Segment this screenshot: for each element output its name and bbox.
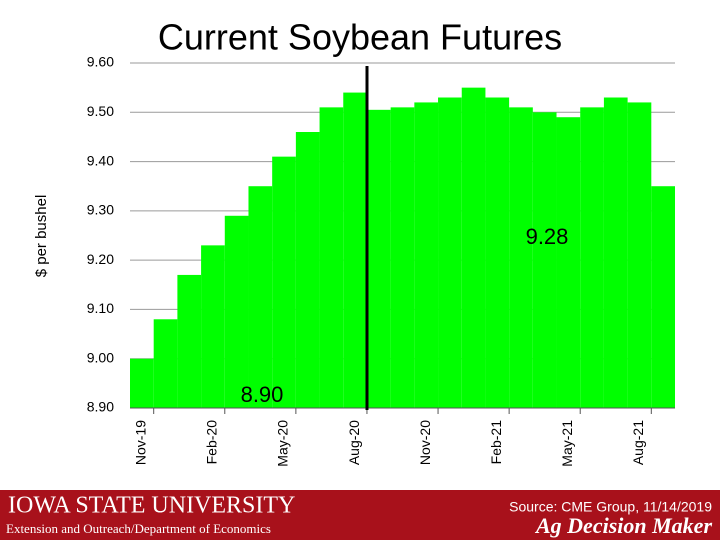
department: Extension and Outreach/Department of Eco… (6, 521, 271, 536)
bar (461, 87, 486, 409)
brand: Ag Decision Maker (534, 513, 712, 538)
annotation: 9.28 (526, 224, 569, 249)
source: Source: CME Group, 11/14/2019 (509, 499, 712, 515)
bar (438, 97, 462, 408)
bar (485, 97, 510, 408)
bar (343, 92, 367, 409)
x-tick-label: Nov-19 (133, 420, 149, 465)
bar (532, 112, 557, 409)
y-tick-label: 9.50 (87, 103, 114, 119)
bar (366, 109, 391, 409)
bar (414, 102, 439, 408)
bar (272, 156, 296, 408)
y-tick-label: 9.00 (87, 349, 114, 365)
y-tick-label: 9.60 (87, 54, 114, 70)
chart-title: Current Soybean Futures (158, 17, 562, 58)
bar (248, 186, 273, 408)
bar (319, 107, 344, 408)
bar (201, 245, 225, 408)
bar (556, 117, 581, 408)
y-tick-label: 9.40 (87, 152, 114, 168)
bar (603, 97, 628, 408)
x-tick-label: Nov-20 (417, 420, 433, 465)
footer-band (0, 490, 720, 540)
bar (130, 358, 154, 408)
x-tick-label: May-21 (559, 420, 575, 467)
bar (295, 132, 320, 408)
x-tick-label: May-20 (275, 420, 291, 467)
x-tick-label: Feb-20 (204, 420, 220, 465)
bar (177, 274, 202, 408)
x-tick-label: Aug-21 (630, 420, 646, 465)
bar (627, 102, 652, 408)
x-tick-label: Feb-21 (488, 420, 504, 465)
bar (651, 186, 675, 408)
y-tick-label: 9.30 (87, 202, 114, 218)
university-name: IOWA STATE UNIVERSITY (8, 493, 295, 519)
bar (509, 107, 533, 408)
y-tick-label: 9.20 (87, 251, 114, 267)
bar (390, 107, 415, 408)
bar (580, 107, 604, 408)
bar (224, 215, 249, 408)
y-tick-label: 9.10 (87, 300, 114, 316)
bar (153, 319, 178, 408)
x-tick-label: Aug-20 (346, 420, 362, 465)
y-tick-label: 8.90 (87, 399, 114, 415)
plot-area: 8.90 9.00 9.10 9.20 9.30 9.40 9.50 9.60 Nov-19 Fe… (87, 54, 675, 467)
y-axis-label: $ per bushel (33, 195, 50, 278)
annotation: 8.90 (241, 382, 284, 407)
